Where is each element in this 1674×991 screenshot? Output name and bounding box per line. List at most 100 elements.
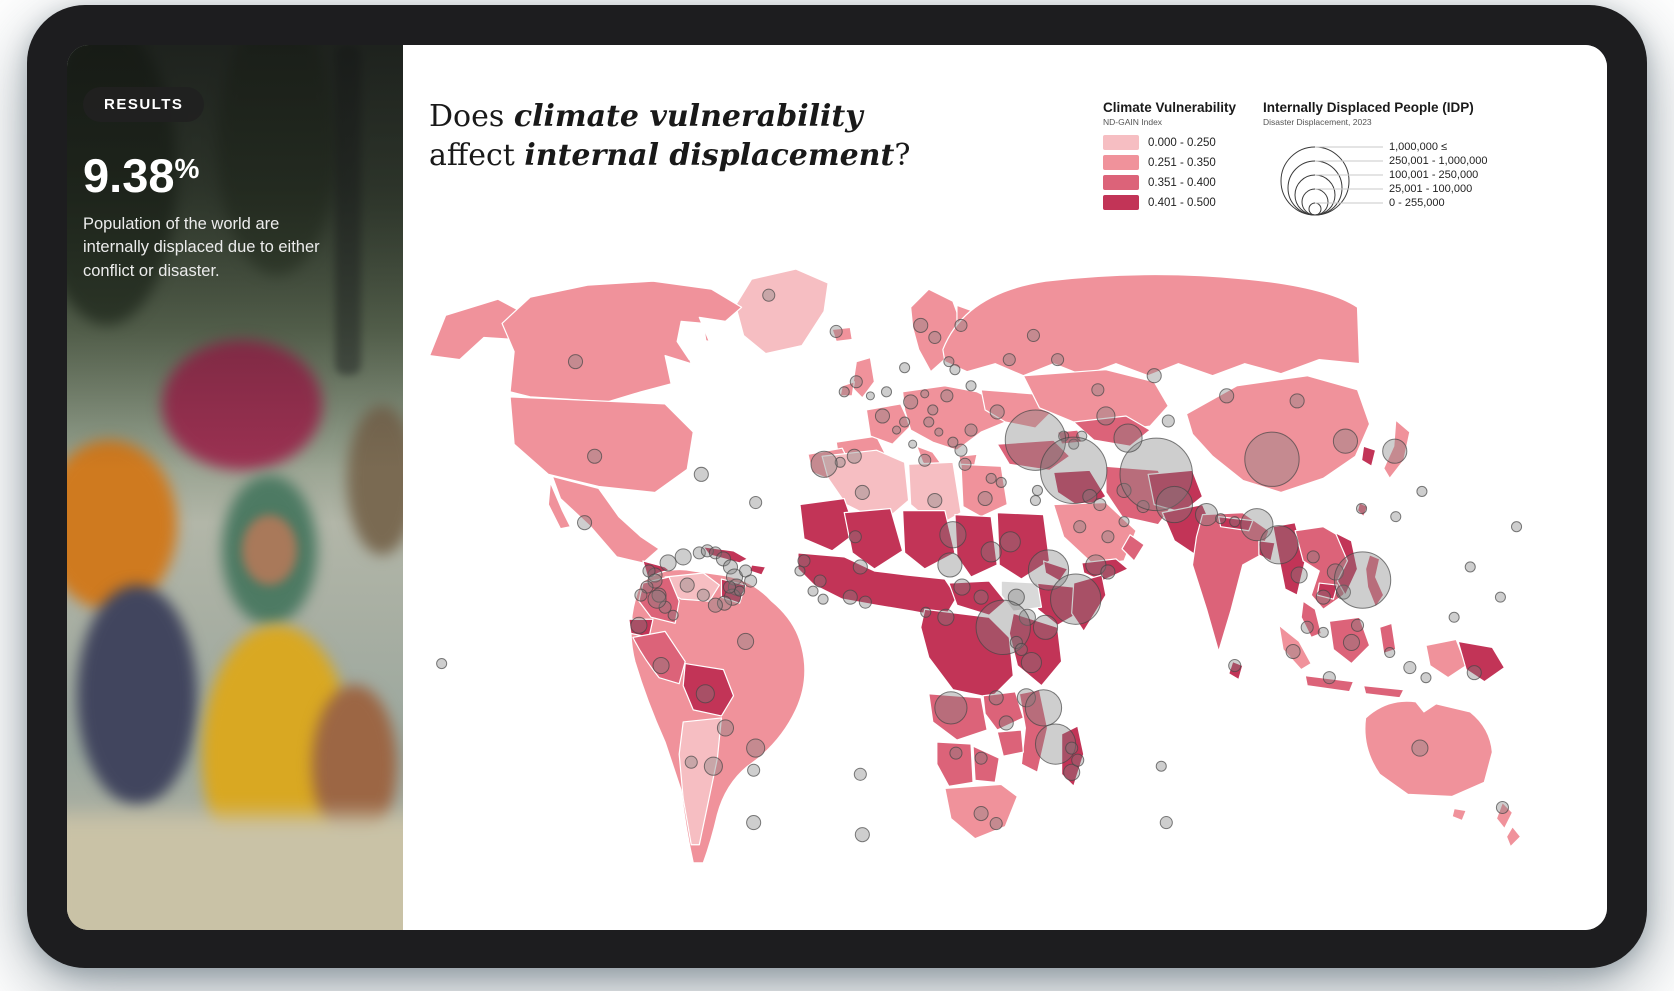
idp-bubble bbox=[693, 466, 709, 482]
idp-bubble bbox=[1065, 741, 1079, 755]
idp-bubble bbox=[989, 817, 1003, 831]
idp-bubble bbox=[852, 559, 868, 575]
region-baja bbox=[547, 481, 572, 530]
idp-bubble bbox=[679, 577, 695, 593]
idp-bubble bbox=[995, 476, 1007, 488]
idp-bubble bbox=[1014, 642, 1028, 657]
bubble-legend-graphic: 1,000,000 ≤ 250,001 - 1,000,000 100,001 … bbox=[1263, 133, 1563, 225]
idp-bubble bbox=[927, 404, 939, 416]
idp-bubble bbox=[1063, 763, 1081, 781]
idp-bubble bbox=[918, 453, 932, 467]
idp-bubble bbox=[797, 554, 811, 568]
idp-bubble bbox=[1466, 665, 1482, 681]
idp-bubble bbox=[849, 375, 863, 389]
idp-bubble bbox=[1315, 589, 1331, 605]
title-prefix: Does bbox=[429, 99, 514, 134]
idp-bubble bbox=[734, 585, 746, 597]
idp-bubble bbox=[722, 559, 739, 575]
idp-legend-circle bbox=[1294, 174, 1336, 216]
region-india bbox=[1191, 511, 1270, 653]
idp-bubble bbox=[1032, 614, 1059, 640]
idp-bubble bbox=[880, 386, 893, 398]
idp-bubble bbox=[1058, 430, 1070, 442]
idp-bubble bbox=[937, 608, 955, 626]
idp-bubble bbox=[943, 356, 955, 368]
region-botswana bbox=[972, 745, 1000, 783]
idp-bubble bbox=[1290, 566, 1308, 584]
idp-bubble bbox=[1051, 353, 1065, 367]
idp-bubble bbox=[903, 394, 919, 410]
region-cuba bbox=[702, 546, 749, 564]
idp-bubble bbox=[1020, 651, 1042, 674]
idp-bubble bbox=[1004, 409, 1067, 471]
region-japan bbox=[1383, 419, 1411, 479]
idp-bubble bbox=[1411, 739, 1429, 757]
idp-bubble bbox=[939, 521, 967, 549]
title-mid: affect bbox=[429, 138, 525, 173]
idp-bubble bbox=[647, 589, 667, 609]
idp-bubble bbox=[958, 457, 972, 471]
idp-bubble bbox=[949, 364, 961, 376]
idp-bubble bbox=[1091, 383, 1105, 397]
legend-row: 0.000 - 0.250 bbox=[1103, 135, 1253, 150]
bubble-legend-label-2: 250,001 - 1,000,000 bbox=[1389, 155, 1488, 167]
region-west-new-guinea bbox=[1425, 638, 1467, 679]
idp-bubble bbox=[1390, 511, 1402, 523]
idp-bubble bbox=[1101, 530, 1115, 544]
idp-bubble bbox=[1194, 503, 1219, 527]
legend-label-3: 0.351 - 0.400 bbox=[1148, 176, 1216, 189]
idp-bubble bbox=[988, 690, 1004, 706]
results-badge: RESULTS bbox=[83, 87, 205, 122]
legend-label-2: 0.251 - 0.350 bbox=[1148, 156, 1216, 169]
region-tasmania bbox=[1451, 807, 1467, 822]
idp-bubble bbox=[1229, 516, 1241, 528]
idp-bubble bbox=[1335, 584, 1351, 600]
idp-bubble bbox=[810, 450, 838, 478]
idp-bubble bbox=[920, 606, 932, 618]
idp-bubble bbox=[1384, 646, 1396, 659]
idp-bubble bbox=[934, 427, 944, 437]
idp-bubble bbox=[954, 443, 968, 457]
idp-bubble bbox=[658, 600, 672, 614]
idp-bubble bbox=[1300, 620, 1314, 634]
idp-bubble bbox=[577, 515, 593, 531]
idp-bubble bbox=[1159, 816, 1173, 830]
idp-bubble bbox=[722, 580, 737, 594]
idp-bubble bbox=[1039, 436, 1108, 505]
idp-bubble bbox=[1155, 485, 1193, 524]
idp-bubble bbox=[1029, 494, 1041, 507]
legend-label-1: 0.000 - 0.250 bbox=[1148, 136, 1216, 149]
region-egypt bbox=[960, 463, 1008, 518]
idp-bubble bbox=[1002, 353, 1016, 367]
idp-bubble bbox=[1342, 633, 1361, 651]
region-lesser-sunda bbox=[1362, 685, 1405, 699]
choropleth-legend-rows: 0.000 - 0.250 0.251 - 0.350 0.351 - 0.40… bbox=[1103, 135, 1253, 210]
region-russia bbox=[942, 273, 1361, 377]
stat-percent-sign: % bbox=[174, 153, 200, 184]
idp-bubble bbox=[865, 391, 875, 401]
idp-bubble bbox=[927, 492, 943, 509]
idp-bubble bbox=[923, 416, 935, 428]
idp-bubble bbox=[1016, 688, 1036, 708]
main-panel: Does climate vulnerability affect intern… bbox=[403, 45, 1607, 930]
region-niger bbox=[901, 509, 956, 570]
idp-bubble bbox=[744, 574, 758, 588]
idp-bubble bbox=[436, 658, 448, 670]
idp-bubble bbox=[1082, 488, 1098, 505]
idp-bubble bbox=[703, 756, 723, 776]
idp-bubble bbox=[1403, 661, 1417, 675]
idp-bubble bbox=[1026, 328, 1040, 343]
idp-bubble-layer bbox=[436, 288, 1523, 843]
hudson-bay bbox=[676, 320, 708, 361]
slide: RESULTS 9.38% Population of the world ar… bbox=[67, 45, 1607, 930]
idp-bubble bbox=[854, 827, 870, 843]
world-map-svg bbox=[428, 268, 1523, 864]
region-mexico bbox=[551, 475, 660, 564]
idp-bubble bbox=[1416, 485, 1428, 497]
idp-bubble bbox=[674, 548, 692, 566]
idp-bubble bbox=[974, 751, 988, 765]
title-suffix: ? bbox=[894, 138, 911, 173]
idp-bubble bbox=[829, 324, 843, 338]
idp-bubble bbox=[998, 715, 1014, 731]
idp-bubble bbox=[1382, 438, 1408, 464]
